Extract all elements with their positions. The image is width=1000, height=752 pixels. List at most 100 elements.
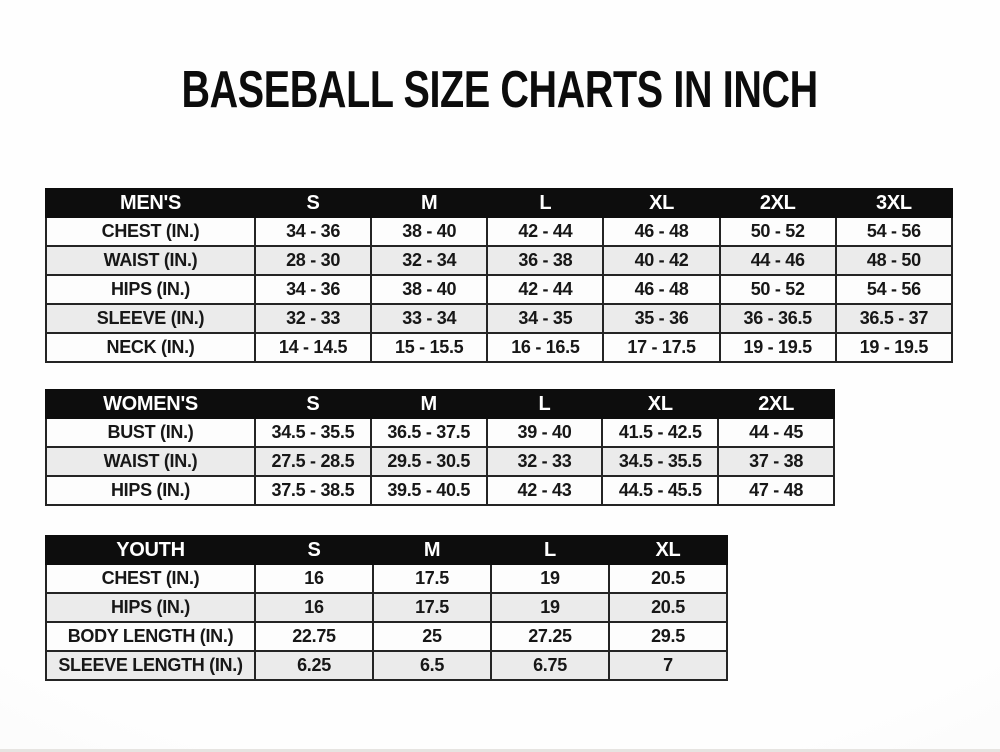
size-value-cell: 17.5 — [372, 592, 492, 623]
size-value-cell: 15 - 15.5 — [370, 332, 489, 363]
men-s-row-waist-in: WAIST (IN.) 28 - 30 32 - 34 36 - 38 40 - 42 4… — [45, 245, 954, 276]
youth-row-sleeve-length-in: SLEEVE LENGTH (IN.) 6.25 6.5 6.75 7 — [45, 650, 728, 681]
men-s-row-sleeve-in: SLEEVE (IN.) 32 - 33 33 - 34 34 - 35 35 - 36… — [45, 303, 954, 334]
size-value-cell: 47 - 48 — [717, 475, 835, 506]
size-value-cell: 42 - 44 — [486, 216, 605, 247]
size-value-cell: 17.5 — [372, 563, 492, 594]
size-value-cell: 6.5 — [372, 650, 492, 681]
size-value-cell: 44 - 45 — [717, 417, 835, 448]
men-s-column-header-3xl: 3XL — [834, 188, 954, 218]
measurement-row-label: NECK (IN.) — [45, 332, 256, 363]
page-title: BASEBALL SIZE CHARTS IN INCH — [0, 0, 1000, 116]
size-value-cell: 19 - 19.5 — [718, 332, 837, 363]
size-value-cell: 32 - 33 — [485, 446, 604, 477]
youth-column-header-s: S — [254, 535, 374, 565]
measurement-row-label: SLEEVE (IN.) — [45, 303, 256, 334]
size-value-cell: 42 - 43 — [485, 475, 604, 506]
women-s-column-header-xl: XL — [601, 389, 720, 419]
size-value-cell: 27.25 — [490, 621, 610, 652]
youth-row-hips-in: HIPS (IN.) 16 17.5 19 20.5 — [45, 592, 728, 623]
tables-container: MEN'S S M L XL 2XL 3XL CHEST (IN.) 34 - 36 38 - 4… — [45, 188, 954, 681]
measurement-row-label: CHEST (IN.) — [45, 216, 256, 247]
women-s-row-waist-in: WAIST (IN.) 27.5 - 28.5 29.5 - 30.5 32 - 33… — [45, 446, 835, 477]
men-s-column-header-l: L — [486, 188, 605, 218]
men-s-column-header-xl: XL — [602, 188, 721, 218]
women-s-header-row: WOMEN'S S M L XL 2XL — [45, 389, 835, 419]
women-s-column-header-m: M — [369, 389, 488, 419]
size-value-cell: 29.5 — [608, 621, 728, 652]
size-value-cell: 39.5 - 40.5 — [369, 475, 488, 506]
size-value-cell: 44.5 - 45.5 — [601, 475, 720, 506]
size-value-cell: 40 - 42 — [602, 245, 721, 276]
size-value-cell: 29.5 - 30.5 — [369, 446, 488, 477]
size-value-cell: 37.5 - 38.5 — [254, 475, 372, 506]
women-s-row-bust-in: BUST (IN.) 34.5 - 35.5 36.5 - 37.5 39 - 40 4… — [45, 417, 835, 448]
page-title-text: BASEBALL SIZE CHARTS IN INCH — [181, 61, 819, 119]
size-value-cell: 42 - 44 — [486, 274, 605, 305]
measurement-row-label: SLEEVE LENGTH (IN.) — [45, 650, 256, 681]
size-value-cell: 16 — [254, 563, 374, 594]
size-value-cell: 32 - 34 — [370, 245, 489, 276]
size-value-cell: 27.5 - 28.5 — [254, 446, 372, 477]
size-value-cell: 54 - 56 — [834, 216, 954, 247]
size-value-cell: 33 - 34 — [370, 303, 489, 334]
size-value-cell: 34.5 - 35.5 — [601, 446, 720, 477]
women-s-column-header-s: S — [254, 389, 372, 419]
size-value-cell: 7 — [608, 650, 728, 681]
size-value-cell: 17 - 17.5 — [602, 332, 721, 363]
size-value-cell: 19 - 19.5 — [834, 332, 954, 363]
measurement-row-label: BODY LENGTH (IN.) — [45, 621, 256, 652]
size-value-cell: 39 - 40 — [485, 417, 604, 448]
size-value-cell: 28 - 30 — [253, 245, 373, 276]
youth-table-title: YOUTH — [45, 535, 256, 565]
size-value-cell: 50 - 52 — [718, 216, 837, 247]
size-value-cell: 25 — [372, 621, 492, 652]
measurement-row-label: BUST (IN.) — [45, 417, 256, 448]
size-value-cell: 48 - 50 — [834, 245, 954, 276]
size-value-cell: 50 - 52 — [718, 274, 837, 305]
men-s-row-chest-in: CHEST (IN.) 34 - 36 38 - 40 42 - 44 46 - 48 5… — [45, 216, 954, 247]
youth-column-header-l: L — [490, 535, 610, 565]
men-s-table-title: MEN'S — [45, 188, 256, 218]
size-value-cell: 37 - 38 — [717, 446, 835, 477]
size-value-cell: 34 - 36 — [253, 274, 373, 305]
size-value-cell: 19 — [490, 563, 610, 594]
measurement-row-label: CHEST (IN.) — [45, 563, 256, 594]
size-value-cell: 16 - 16.5 — [486, 332, 605, 363]
size-value-cell: 16 — [254, 592, 374, 623]
size-value-cell: 36 - 38 — [486, 245, 605, 276]
youth-column-header-m: M — [372, 535, 492, 565]
size-value-cell: 19 — [490, 592, 610, 623]
measurement-row-label: HIPS (IN.) — [45, 475, 256, 506]
measurement-row-label: WAIST (IN.) — [45, 245, 256, 276]
measurement-row-label: HIPS (IN.) — [45, 274, 256, 305]
size-value-cell: 41.5 - 42.5 — [601, 417, 720, 448]
men-s-column-header-m: M — [370, 188, 489, 218]
size-value-cell: 34.5 - 35.5 — [254, 417, 372, 448]
size-value-cell: 22.75 — [254, 621, 374, 652]
youth-row-body-length-in: BODY LENGTH (IN.) 22.75 25 27.25 29.5 — [45, 621, 728, 652]
men-s-row-neck-in: NECK (IN.) 14 - 14.5 15 - 15.5 16 - 16.5 17 … — [45, 332, 954, 363]
measurement-row-label: WAIST (IN.) — [45, 446, 256, 477]
size-value-cell: 6.75 — [490, 650, 610, 681]
women-s-column-header-2xl: 2XL — [717, 389, 835, 419]
men-s-size-table: MEN'S S M L XL 2XL 3XL CHEST (IN.) 34 - 36 38 - 4… — [45, 188, 954, 363]
men-s-header-row: MEN'S S M L XL 2XL 3XL — [45, 188, 954, 218]
women-s-row-hips-in: HIPS (IN.) 37.5 - 38.5 39.5 - 40.5 42 - 43 4… — [45, 475, 835, 506]
women-s-column-header-l: L — [485, 389, 604, 419]
men-s-row-hips-in: HIPS (IN.) 34 - 36 38 - 40 42 - 44 46 - 48 50… — [45, 274, 954, 305]
youth-row-chest-in: CHEST (IN.) 16 17.5 19 20.5 — [45, 563, 728, 594]
size-value-cell: 54 - 56 — [834, 274, 954, 305]
size-value-cell: 44 - 46 — [718, 245, 837, 276]
size-value-cell: 36.5 - 37 — [834, 303, 954, 334]
size-value-cell: 14 - 14.5 — [253, 332, 373, 363]
size-value-cell: 38 - 40 — [370, 216, 489, 247]
size-value-cell: 6.25 — [254, 650, 374, 681]
size-value-cell: 38 - 40 — [370, 274, 489, 305]
women-s-table-title: WOMEN'S — [45, 389, 256, 419]
men-s-column-header-s: S — [253, 188, 373, 218]
size-value-cell: 36 - 36.5 — [718, 303, 837, 334]
size-value-cell: 32 - 33 — [253, 303, 373, 334]
size-value-cell: 35 - 36 — [602, 303, 721, 334]
